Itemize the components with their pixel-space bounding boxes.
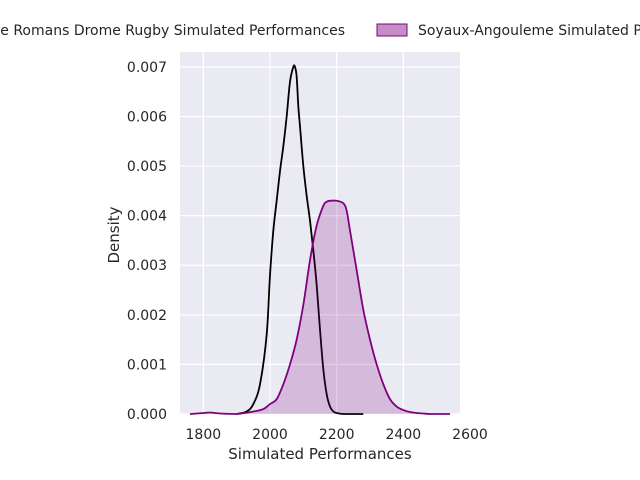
legend-label-valence: Valence Romans Drome Rugby Simulated Per…: [0, 23, 345, 39]
grid-lines: [180, 52, 460, 415]
series-layer: [189, 64, 450, 415]
y-tick-label: 0.004: [127, 209, 167, 225]
x-tick-label: 2600: [452, 427, 488, 443]
tick-labels: 1800 2000 2200 2400 2600 0.000 0.001 0.002 0.003…: [127, 60, 488, 443]
y-tick-label: 0.000: [127, 407, 167, 423]
series-1-area: [190, 200, 450, 414]
series-0-line: [236, 64, 364, 415]
y-axis-title: Density: [105, 206, 123, 263]
y-tick-label: 0.007: [127, 60, 167, 76]
x-tick-label: 2400: [386, 427, 422, 443]
y-tick-label: 0.006: [127, 109, 167, 125]
legend-label-soyaux: Soyaux-Angouleme Simulated Performances: [418, 23, 640, 39]
x-tick-label: 2000: [252, 427, 288, 443]
y-tick-label: 0.002: [127, 308, 167, 324]
legend: Valence Romans Drome Rugby Simulated Per…: [0, 23, 640, 39]
plot-background: [180, 52, 460, 414]
x-tick-label: 1800: [186, 427, 222, 443]
x-axis-title: Simulated Performances: [228, 445, 412, 463]
y-tick-label: 0.001: [127, 357, 167, 373]
x-tick-label: 2200: [319, 427, 355, 443]
legend-swatch-soyaux: [376, 23, 408, 37]
series-1-line: [189, 199, 450, 415]
y-tick-label: 0.005: [127, 159, 167, 175]
y-tick-label: 0.003: [127, 258, 167, 274]
